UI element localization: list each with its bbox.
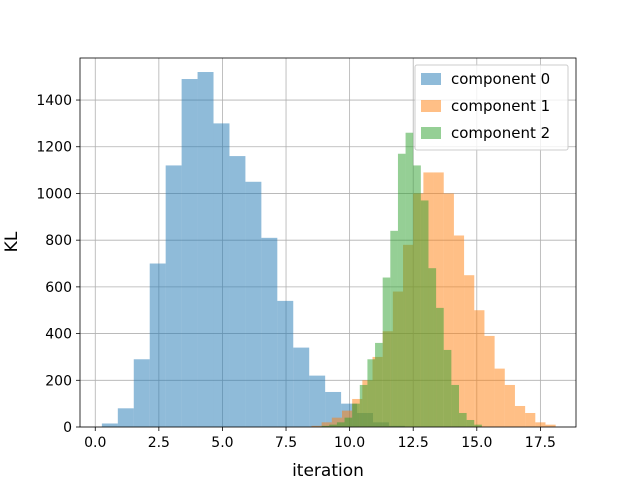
y-axis-label: KL	[2, 231, 22, 252]
histogram-bar	[474, 424, 482, 427]
histogram-bar	[359, 384, 368, 427]
histogram-bar	[352, 403, 360, 427]
series-2	[321, 132, 482, 428]
x-tick-label: 7.5	[275, 435, 297, 451]
legend-label: component 2	[451, 124, 550, 142]
histogram-bar	[525, 412, 536, 427]
histogram-bar	[329, 424, 337, 427]
histogram-bar	[165, 165, 182, 428]
histogram-bar	[311, 425, 322, 427]
x-tick-label: 2.5	[148, 435, 170, 451]
legend-swatch	[421, 73, 441, 85]
histogram-bar	[344, 417, 353, 427]
y-tick-label: 400	[45, 327, 72, 343]
y-tick-label: 1000	[36, 186, 72, 202]
histogram-bar	[545, 424, 556, 427]
histogram-bar	[382, 277, 391, 427]
histogram-bar	[474, 310, 485, 427]
histogram-bar	[293, 347, 310, 427]
histogram-bar	[443, 349, 452, 427]
x-tick-label: 17.5	[525, 435, 556, 451]
histogram-bar	[458, 412, 467, 427]
histogram-bar	[245, 181, 262, 427]
histogram-bar	[397, 153, 406, 427]
histogram-bar	[181, 79, 198, 428]
legend-box	[414, 64, 569, 151]
histogram-bar	[309, 375, 326, 427]
histogram-bar	[336, 422, 345, 427]
histogram-bar	[464, 275, 475, 427]
legend-label: component 0	[451, 70, 550, 88]
y-tick-label: 0	[63, 420, 72, 436]
histogram-bar	[535, 422, 546, 427]
histogram-bar	[484, 335, 495, 427]
y-tick-label: 1200	[36, 140, 72, 156]
histogram-bar	[117, 408, 134, 427]
x-tick-label: 10.0	[334, 435, 365, 451]
histogram-bar	[149, 263, 166, 427]
x-tick-label: 12.5	[398, 435, 429, 451]
legend: component 0 component 1 component 2	[414, 64, 569, 151]
histogram-bar	[405, 132, 414, 427]
x-tick-label: 0.0	[84, 435, 106, 451]
histogram-bar	[436, 307, 444, 427]
y-tick-label: 200	[45, 373, 72, 389]
histogram-bar	[428, 268, 437, 427]
histogram-bar	[466, 419, 475, 427]
histogram-bar	[413, 165, 421, 428]
histogram-bar	[390, 230, 398, 427]
histogram-bar	[453, 235, 465, 427]
legend-label: component 1	[451, 97, 550, 115]
legend-swatch	[421, 100, 441, 112]
x-axis-label: iteration	[292, 461, 364, 480]
histogram-bar	[321, 422, 332, 427]
histogram-bar	[229, 156, 246, 427]
histogram-bar	[133, 359, 150, 427]
histogram-bar	[101, 423, 118, 427]
histogram-bar	[197, 72, 214, 427]
ticks-layer: 0.0 2.5 5.0 7.5 10.0 12.5 15.0 17.5 0 200 400 600 80…	[36, 93, 556, 451]
histogram-bar	[375, 342, 383, 427]
histogram-bar	[213, 123, 230, 428]
histogram-bar	[504, 384, 515, 427]
legend-entries: component 0 component 1 component 2	[421, 70, 550, 142]
histogram-bar	[420, 200, 429, 427]
histogram-bar	[433, 172, 444, 427]
y-tick-label: 800	[45, 233, 72, 249]
histogram-bar	[494, 368, 505, 427]
x-tick-label: 15.0	[461, 435, 492, 451]
histogram-bar	[514, 405, 526, 427]
histogram-bar	[451, 384, 459, 427]
histogram-bar	[261, 237, 278, 427]
y-tick-label: 1400	[36, 93, 72, 109]
series-0	[101, 72, 405, 428]
x-tick-label: 5.0	[211, 435, 233, 451]
histogram-bar	[277, 300, 294, 427]
histogram-bar	[367, 359, 376, 427]
histogram-bar	[443, 193, 454, 427]
legend-swatch	[421, 127, 441, 139]
plot-frame	[79, 57, 577, 428]
histogram-bar	[321, 425, 330, 427]
bars-layer	[101, 72, 556, 428]
y-tick-label: 600	[45, 280, 72, 296]
